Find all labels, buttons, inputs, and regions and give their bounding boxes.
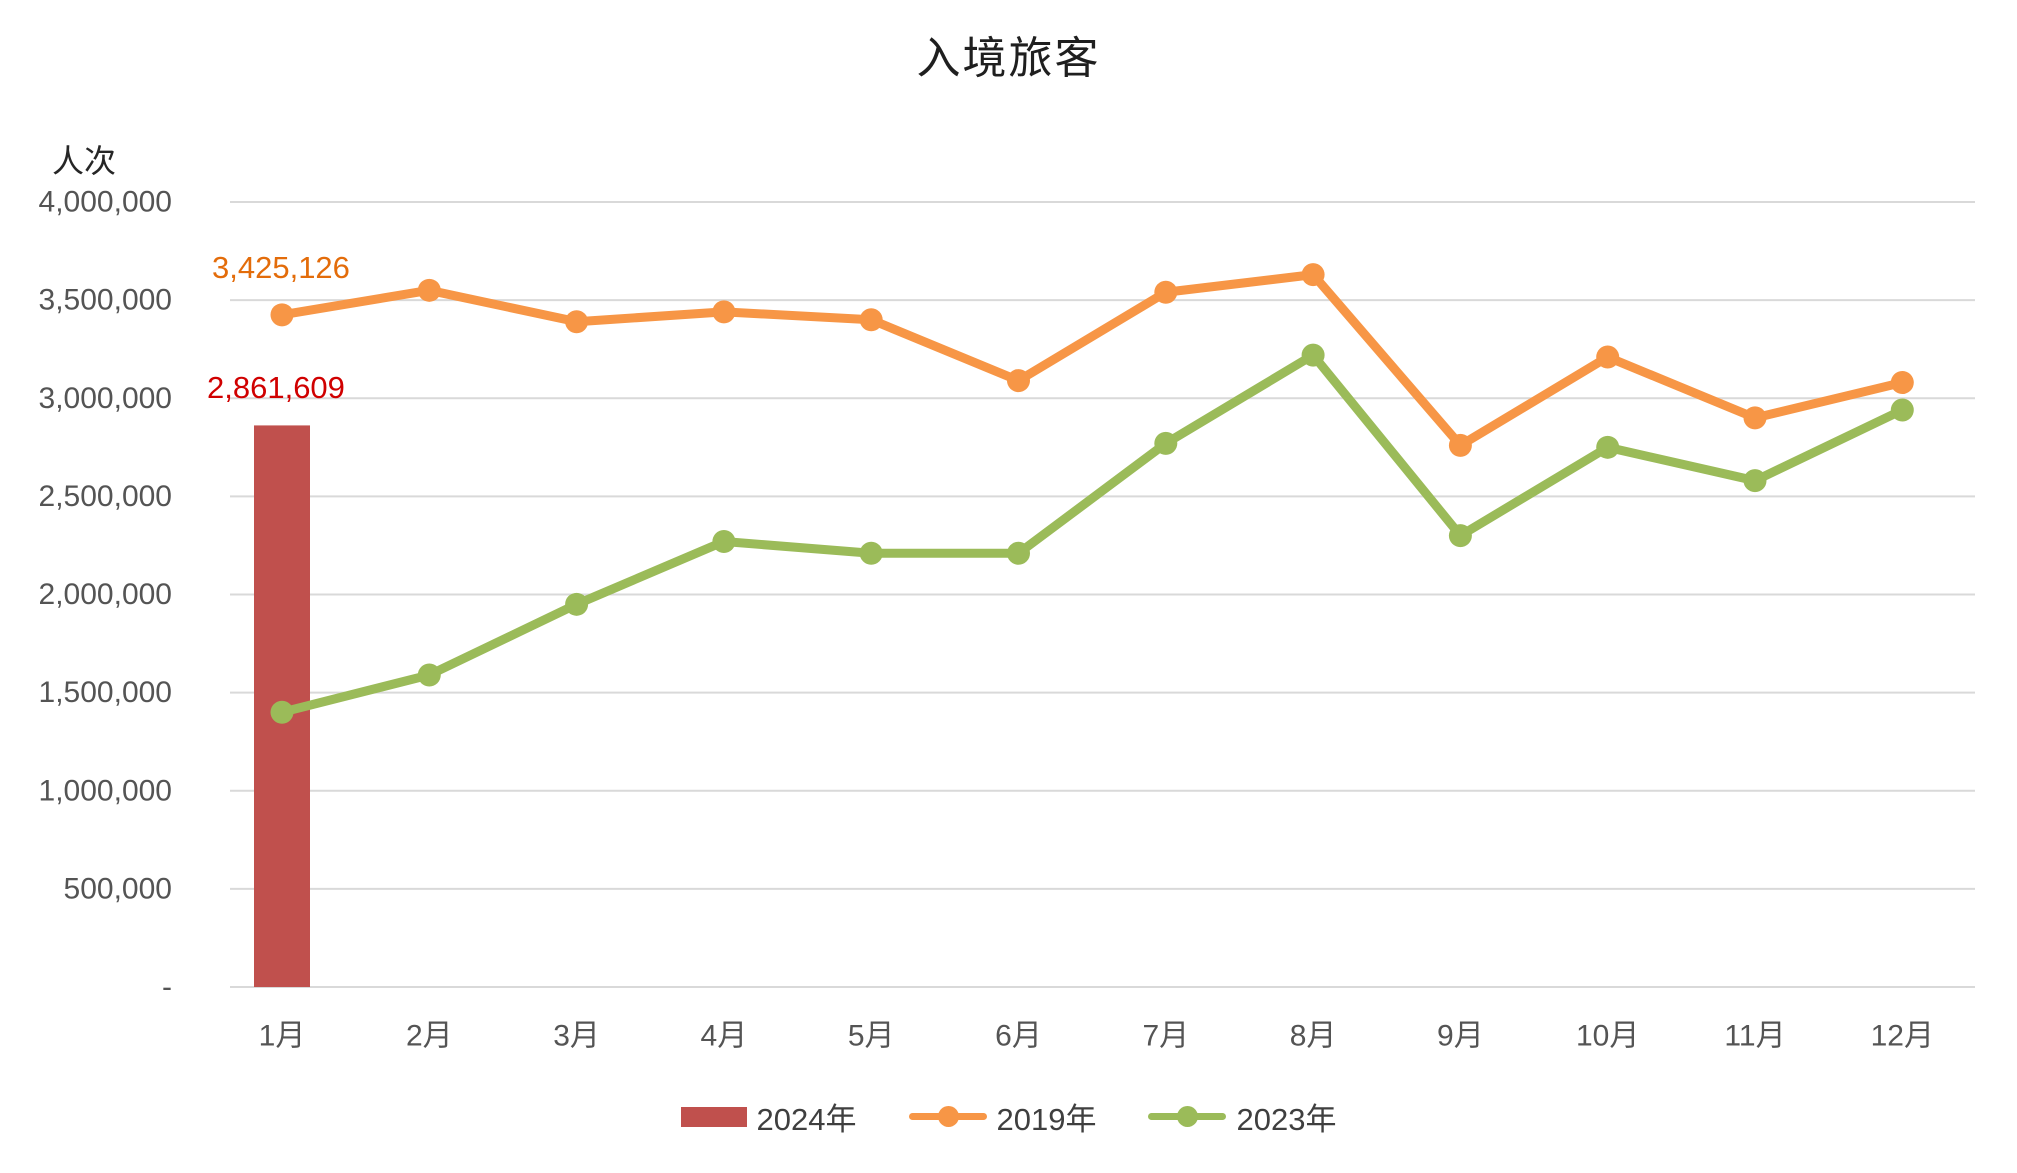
marker-2019年 [712, 300, 736, 324]
line-2023年 [277, 350, 1907, 717]
legend-line-swatch-2023 [1148, 1106, 1227, 1127]
legend-item-2023: 2023年 [1148, 1094, 1336, 1139]
marker-2019年 [417, 278, 441, 302]
marker-2019年 [1890, 371, 1914, 395]
marker-2023年 [1596, 435, 1620, 459]
x-tick-label: 12月 [1871, 1020, 1934, 1053]
data-label-2019-jan: 3,425,126 [212, 250, 350, 285]
x-tick-label: 11月 [1724, 1020, 1785, 1053]
x-tick-label: 4月 [701, 1020, 748, 1053]
marker-2023年 [859, 541, 883, 565]
marker-2019年 [1007, 369, 1030, 393]
marker-2019年 [1154, 280, 1178, 304]
y-tick-label: 2,000,000 [39, 578, 172, 611]
marker-2023年 [1743, 469, 1767, 493]
marker-2023年 [1007, 541, 1030, 565]
legend-line-marker-2023 [1177, 1106, 1199, 1127]
marker-2019年 [1448, 433, 1472, 457]
data-label-2024-jan: 2,861,609 [207, 370, 345, 405]
marker-2023年 [1890, 398, 1914, 422]
legend-item-2019: 2019年 [908, 1094, 1097, 1139]
legend-item-2024: 2024年 [680, 1094, 857, 1139]
marker-2023年 [270, 700, 294, 724]
y-tick-label: 500,000 [64, 872, 172, 905]
x-tick-label: 5月 [848, 1020, 895, 1053]
chart-title: 入境旅客 [916, 34, 1101, 83]
y-tick-label: 4,000,000 [39, 186, 172, 219]
y-tick-label: 3,500,000 [39, 284, 172, 317]
marker-2019年 [1301, 263, 1325, 287]
marker-2019年 [1596, 345, 1620, 369]
x-tick-label: 2月 [406, 1020, 453, 1053]
legend-line-swatch-2019 [908, 1106, 987, 1127]
marker-2023年 [565, 592, 589, 616]
x-tick-label: 7月 [1142, 1020, 1189, 1053]
legend-label-2019: 2019年 [996, 1102, 1097, 1137]
y-tick-label: 1,500,000 [39, 676, 172, 709]
x-tick-label: 1月 [259, 1020, 306, 1053]
y-tick-label: 1,000,000 [39, 774, 172, 807]
marker-2023年 [1301, 343, 1325, 367]
legend-line-marker-2019 [937, 1106, 959, 1127]
marker-2019年 [859, 308, 883, 332]
y-tick-label: 2,500,000 [39, 480, 172, 513]
y-tick-label: - [162, 971, 172, 1004]
line-2019年 [277, 270, 1907, 450]
marker-2019年 [565, 310, 589, 334]
legend-bar-swatch-2024 [680, 1106, 747, 1127]
marker-2023年 [712, 530, 736, 554]
marker-2019年 [1743, 406, 1767, 430]
x-tick-label: 3月 [553, 1020, 600, 1053]
x-tick-label: 9月 [1437, 1020, 1484, 1053]
legend-label-2023: 2023年 [1236, 1102, 1337, 1137]
marker-2023年 [417, 663, 441, 687]
marker-2019年 [270, 303, 294, 327]
y-tick-label: 3,000,000 [39, 382, 172, 415]
x-tick-label: 6月 [995, 1020, 1042, 1053]
marker-2023年 [1448, 524, 1472, 548]
legend-label-2024: 2024年 [756, 1102, 857, 1137]
x-tick-label: 8月 [1290, 1020, 1337, 1053]
x-tick-label: 10月 [1576, 1020, 1639, 1053]
y-axis-unit-label: 人次 [52, 143, 117, 179]
legend: 2024年 2019年 2023年 [0, 1094, 2017, 1139]
marker-2023年 [1154, 431, 1178, 455]
